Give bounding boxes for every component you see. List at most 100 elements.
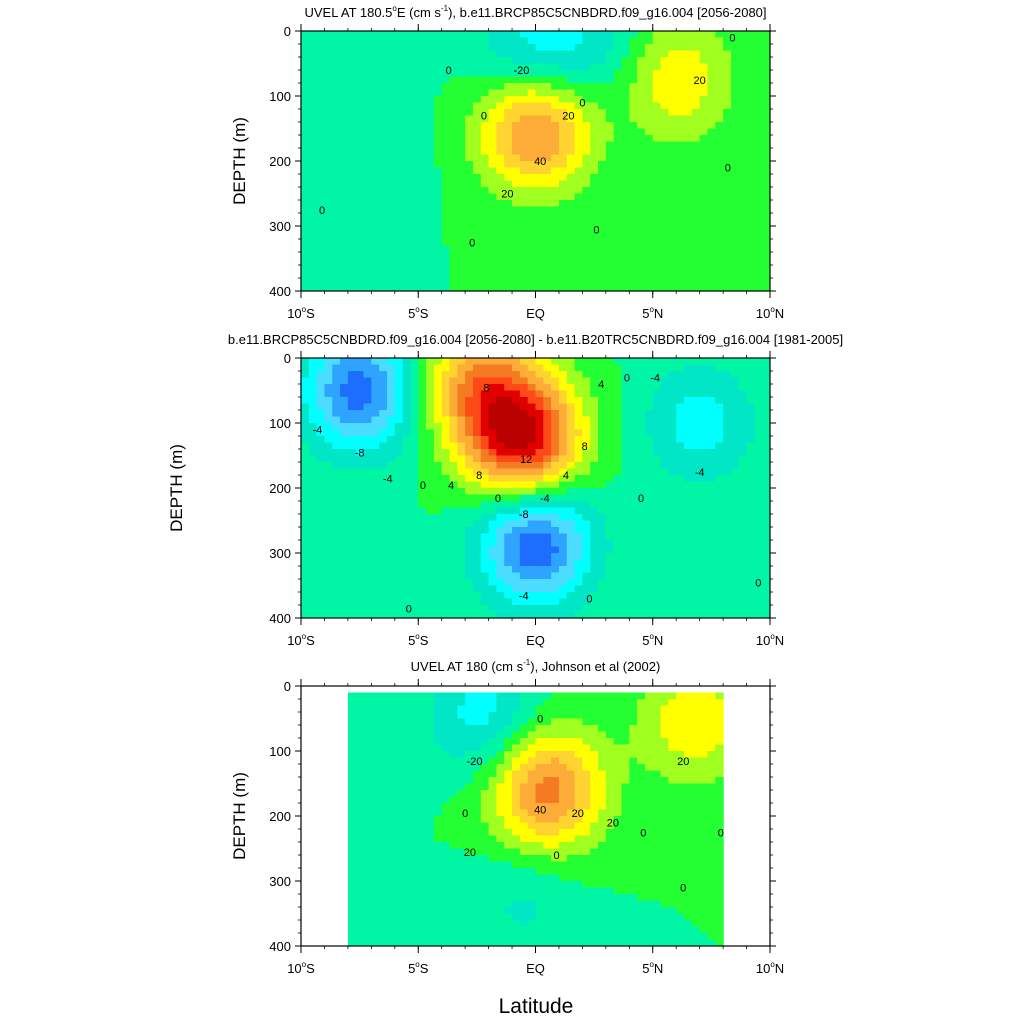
- field-cell: [676, 546, 685, 554]
- field-cell: [394, 83, 404, 91]
- field-cell: [730, 284, 740, 291]
- field-cell: [316, 598, 326, 606]
- field-cell: [762, 527, 770, 535]
- field-cell: [691, 174, 701, 182]
- field-cell: [691, 449, 701, 457]
- field-cell: [738, 403, 748, 411]
- field-cell: [637, 284, 646, 291]
- field-cell: [738, 278, 748, 286]
- field-cell: [684, 410, 693, 418]
- field-cell: [308, 187, 318, 195]
- field-cell: [684, 102, 693, 110]
- field-cell: [441, 89, 451, 97]
- field-cell: [496, 122, 505, 130]
- field-cell: [324, 371, 333, 379]
- field-cell: [472, 265, 482, 273]
- field-cell: [566, 579, 576, 587]
- field-cell: [621, 611, 630, 618]
- field-cell: [738, 135, 748, 143]
- field-cell: [566, 468, 576, 476]
- field-cell: [324, 566, 333, 574]
- field-cell: [699, 553, 709, 561]
- field-cell: [558, 226, 568, 234]
- field-cell: [441, 213, 451, 221]
- field-cell: [465, 258, 474, 266]
- field-cell: [472, 429, 482, 437]
- field-cell: [449, 115, 458, 123]
- field-cell: [644, 377, 654, 385]
- field-cell: [629, 167, 638, 175]
- field-cell: [472, 449, 482, 457]
- field-cell: [762, 546, 770, 554]
- field-cell: [363, 115, 372, 123]
- field-cell: [629, 390, 638, 398]
- field-cell: [676, 598, 685, 606]
- field-cell: [723, 416, 732, 424]
- field-cell: [668, 540, 677, 548]
- field-cell: [347, 585, 357, 593]
- field-cell: [457, 284, 466, 291]
- field-cell: [386, 37, 396, 45]
- field-cell: [332, 37, 341, 45]
- field-cell: [504, 193, 513, 201]
- field-cell: [707, 364, 716, 372]
- field-cell: [637, 423, 646, 431]
- field-cell: [527, 481, 537, 489]
- field-cell: [441, 167, 451, 175]
- field-cell: [316, 245, 326, 253]
- field-cell: [519, 239, 529, 247]
- field-cell: [379, 141, 388, 149]
- field-cell: [426, 219, 435, 227]
- field-cell: [715, 115, 724, 123]
- field-cell: [371, 148, 380, 156]
- field-cell: [699, 475, 709, 483]
- field-cell: [433, 371, 443, 379]
- panel-title: UVEL AT 180.5oE (cm s-1), b.e11.BRCP85C5…: [304, 4, 766, 20]
- field-cell: [535, 148, 544, 156]
- field-cell: [324, 403, 333, 411]
- field-cell: [347, 462, 357, 470]
- field-cell: [519, 180, 529, 188]
- field-cell: [340, 507, 349, 515]
- field-cell: [308, 566, 318, 574]
- field-cell: [543, 180, 552, 188]
- field-cell: [355, 278, 365, 286]
- field-cell: [441, 429, 451, 437]
- field-cell: [691, 89, 701, 97]
- field-cell: [723, 494, 732, 502]
- field-cell: [754, 540, 763, 548]
- field-cell: [371, 89, 380, 97]
- field-cell: [363, 462, 372, 470]
- field-cell: [347, 265, 357, 273]
- field-cell: [629, 154, 638, 162]
- field-cell: [637, 278, 646, 286]
- field-cell: [355, 455, 365, 463]
- field-cell: [410, 70, 419, 78]
- field-cell: [730, 377, 740, 385]
- field-cell: [308, 245, 318, 253]
- field-cell: [308, 559, 318, 567]
- field-cell: [410, 475, 419, 483]
- field-cell: [652, 462, 662, 470]
- field-cell: [699, 585, 709, 593]
- field-cell: [590, 128, 599, 136]
- field-cell: [660, 481, 669, 489]
- field-cell: [699, 232, 709, 240]
- field-cell: [418, 611, 427, 618]
- field-cell: [332, 167, 341, 175]
- field-cell: [762, 377, 770, 385]
- field-cell: [504, 128, 513, 136]
- field-cell: [480, 265, 490, 273]
- field-cell: [660, 278, 669, 286]
- field-cell: [394, 364, 404, 372]
- field-cell: [355, 605, 365, 613]
- field-cell: [707, 284, 716, 291]
- field-cell: [355, 96, 365, 104]
- field-cell: [762, 410, 770, 418]
- field-cell: [738, 226, 748, 234]
- field-cell: [535, 187, 544, 195]
- field-cell: [684, 258, 693, 266]
- field-cell: [715, 501, 724, 509]
- field-cell: [465, 271, 474, 279]
- field-cell: [551, 219, 560, 227]
